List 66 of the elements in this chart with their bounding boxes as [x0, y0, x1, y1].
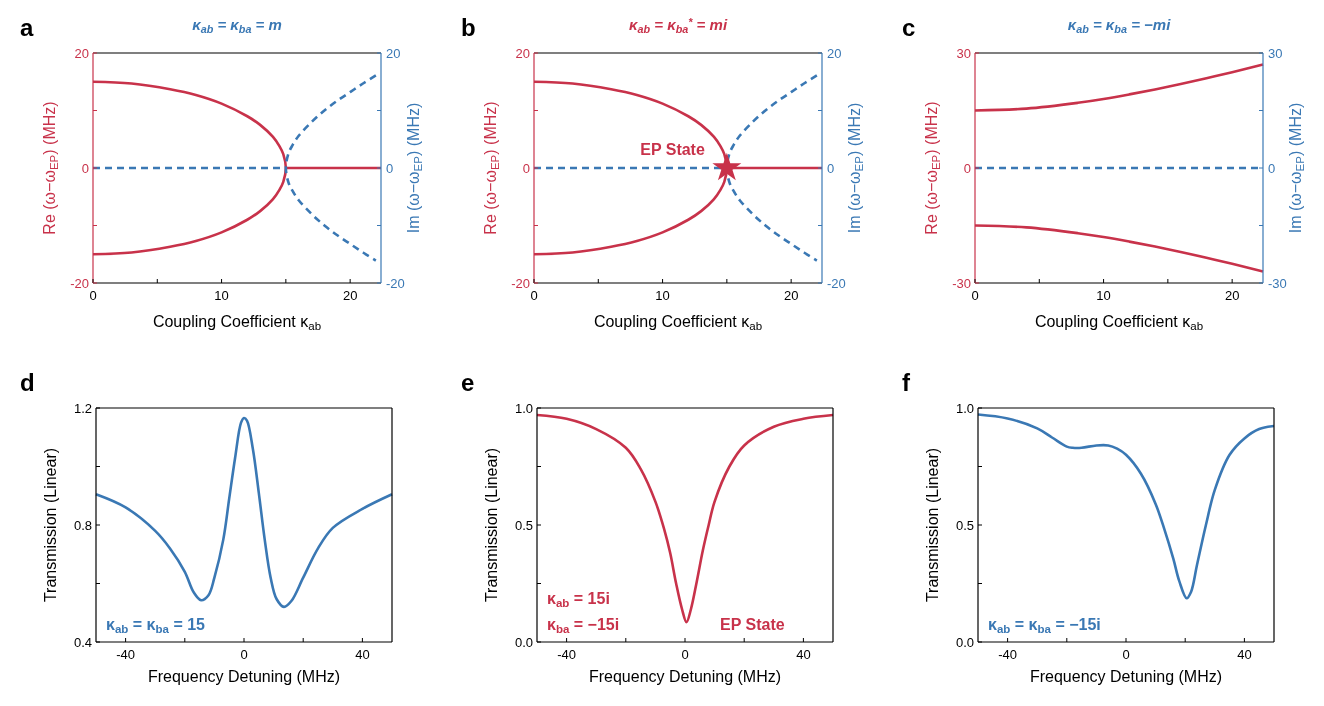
- text: b: [461, 14, 476, 41]
- text: f: [902, 369, 911, 396]
- text: c: [902, 14, 916, 41]
- y-tick-label: 0: [81, 160, 89, 176]
- chart-title: κ$_{ab}$ = κ$_{ba}$ = m: [192, 16, 282, 35]
- x-tick-label: -40: [998, 647, 1017, 662]
- annotation: κ$_{ba}$ = −15i: [547, 616, 620, 635]
- x-axis-title: Frequency Detuning (MHz): [588, 668, 782, 685]
- y-tick-label: 20: [74, 45, 89, 61]
- x-tick-label: 0: [240, 647, 248, 662]
- x-tick-label: 20: [1224, 288, 1240, 303]
- y2-tick-label: 0: [1268, 160, 1276, 176]
- y2-tick-label: 0: [827, 160, 835, 176]
- y-tick-label: 30: [956, 45, 971, 61]
- x-tick-label: 0: [681, 647, 689, 662]
- x-tick-label: 40: [355, 647, 370, 662]
- x-tick-label: -40: [557, 647, 576, 662]
- annotation: κ$_{ab}$ = κ$_{ba}$ = 15: [106, 616, 206, 635]
- y-tick-label: -20: [70, 275, 89, 291]
- y2-tick-label: 0: [386, 160, 394, 176]
- x-axis-title: Frequency Detuning (MHz): [147, 668, 341, 685]
- y-tick-label: 20: [515, 45, 530, 61]
- x-axis-title: Coupling Coefficient κ$_{ab}$: [1034, 313, 1204, 332]
- y-tick-label: 0: [963, 160, 971, 176]
- y2-tick-label: 20: [827, 45, 842, 61]
- y-tick-label: -20: [511, 275, 530, 291]
- y-tick-label: 1.2: [73, 400, 92, 416]
- x-tick-label: 40: [796, 647, 811, 662]
- y2-tick-label: 20: [386, 45, 401, 61]
- annotation: κ$_{ab}$ = κ$_{ba}$ = −15i: [988, 616, 1101, 635]
- y-axis-title: Transmission (Linear): [924, 447, 941, 603]
- x-axis-title: Frequency Detuning (MHz): [1029, 668, 1223, 685]
- x-tick-label: 20: [342, 288, 358, 303]
- y2-tick-label: -20: [827, 275, 846, 291]
- y-tick-label: 0.8: [73, 517, 92, 533]
- text: a: [20, 14, 34, 41]
- y-tick-label: 0.5: [955, 517, 974, 533]
- x-tick-label: -40: [116, 647, 135, 662]
- x-tick-label: 0: [1122, 647, 1130, 662]
- x-tick-label: 10: [1096, 288, 1111, 303]
- chart-title: κ$_{ab}$ = κ$_{ba}$ = −mi: [1067, 16, 1172, 35]
- y-axis-title: Transmission (Linear): [42, 447, 59, 603]
- annotation: EP State: [640, 141, 705, 158]
- x-tick-label: 10: [214, 288, 229, 303]
- y-tick-label: 0.0: [955, 634, 974, 650]
- x-tick-label: 20: [783, 288, 799, 303]
- y-tick-label: 0.0: [514, 634, 533, 650]
- y-tick-label: 0: [522, 160, 530, 176]
- chart-title: κ$_{ab}$ = κ$_{ba}$$^{*}$ = mi: [628, 15, 728, 35]
- y2-tick-label: 30: [1268, 45, 1283, 61]
- y-tick-label: -30: [952, 275, 971, 291]
- y-axis-title: Transmission (Linear): [483, 447, 500, 603]
- text: d: [20, 369, 35, 396]
- annotation: κ$_{ab}$ = 15i: [547, 590, 610, 609]
- y2-tick-label: -20: [386, 275, 405, 291]
- y-tick-label: 0.5: [514, 517, 533, 533]
- x-axis-title: Coupling Coefficient κ$_{ab}$: [593, 313, 763, 332]
- y2-tick-label: -30: [1268, 275, 1287, 291]
- x-tick-label: 10: [655, 288, 670, 303]
- text: e: [461, 369, 475, 396]
- y-tick-label: 1.0: [955, 400, 974, 416]
- x-axis-title: Coupling Coefficient κ$_{ab}$: [152, 313, 322, 332]
- annotation: EP State: [720, 616, 785, 633]
- y-tick-label: 1.0: [514, 400, 533, 416]
- y-tick-label: 0.4: [73, 634, 92, 650]
- x-tick-label: 40: [1237, 647, 1252, 662]
